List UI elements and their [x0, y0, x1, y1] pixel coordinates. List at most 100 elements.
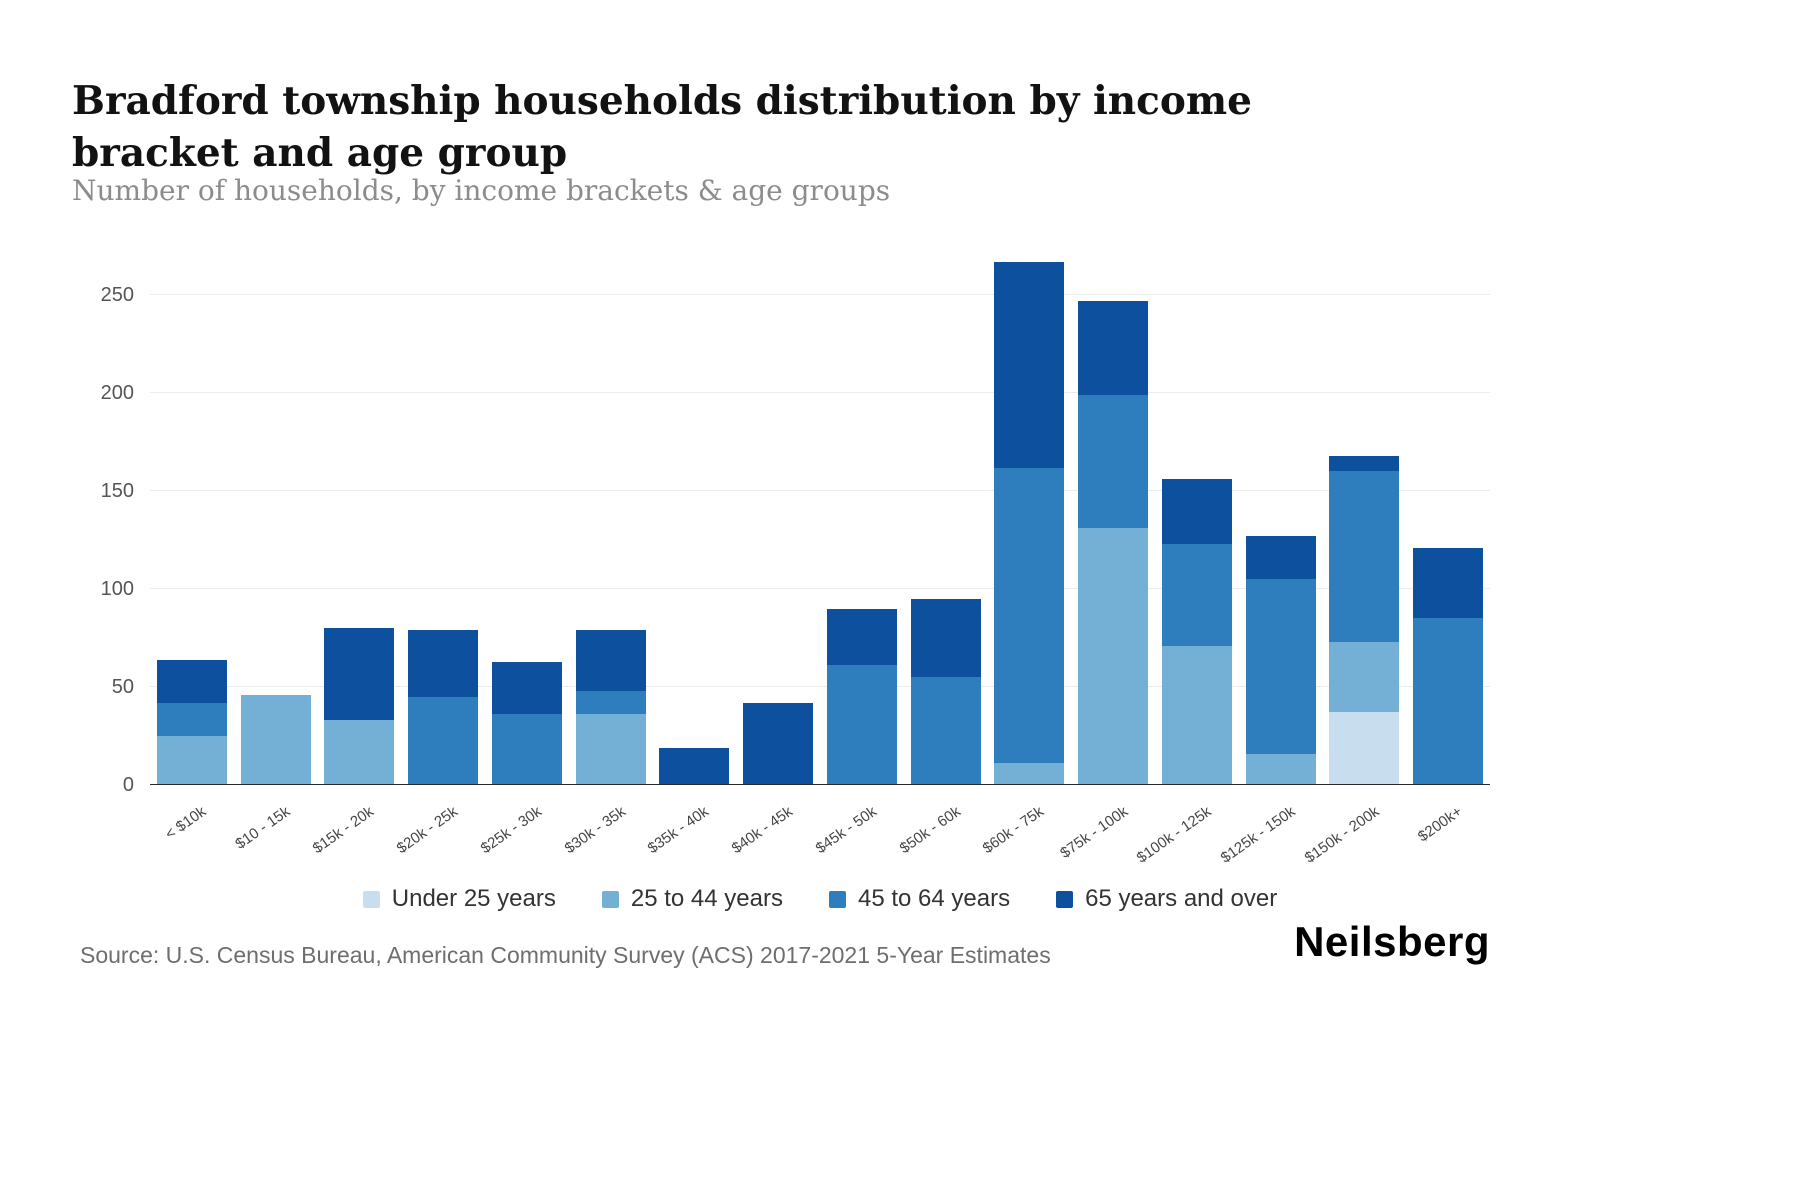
- bar-segment: [491, 661, 562, 715]
- x-tick-label: $200k+: [1415, 803, 1466, 846]
- bar: [1413, 547, 1484, 785]
- bar-segment: [240, 694, 311, 785]
- bar-segment: [1078, 528, 1149, 785]
- bar: [408, 630, 479, 785]
- legend-swatch: [828, 890, 846, 908]
- legend-label: 45 to 64 years: [857, 885, 1011, 912]
- bar: [826, 608, 897, 785]
- x-tick-label: $125k - 150k: [1217, 803, 1299, 867]
- bar-segment: [156, 702, 227, 736]
- x-tick-label: $75k - 100k: [1056, 803, 1131, 862]
- legend-label: 25 to 44 years: [630, 885, 783, 912]
- bar-segment: [408, 696, 479, 785]
- legend-item: 65 years and over: [1056, 885, 1277, 913]
- bar-segment: [910, 598, 981, 678]
- legend-swatch: [1056, 890, 1074, 908]
- bar: [1078, 300, 1149, 785]
- bar: [324, 628, 395, 785]
- brand-logo: Neilsberg: [1294, 918, 1490, 965]
- x-tick-label: $45k - 50k: [812, 803, 880, 858]
- x-axis-line: [150, 784, 1490, 785]
- bar-segment: [1329, 471, 1400, 642]
- plot-area: 0 50 100 150 200 250: [101, 261, 1490, 795]
- bar: [1245, 536, 1316, 785]
- x-tick-label: $100k - 125k: [1133, 803, 1215, 867]
- legend: Under 25 years 25 to 44 years 45 to 64 yea…: [150, 885, 1490, 913]
- y-tick-label: 100: [100, 578, 134, 600]
- bar-segment: [1245, 579, 1316, 754]
- x-tick-label: $35k - 40k: [644, 803, 713, 858]
- y-tick-label: 150: [100, 480, 134, 502]
- bar: [994, 261, 1065, 785]
- bar-segment: [1161, 479, 1232, 544]
- y-tick-label: 200: [100, 382, 134, 404]
- x-tick-label: $40k - 45k: [728, 803, 796, 858]
- chart-subtitle: Number of households, by income brackets…: [72, 174, 891, 207]
- bar-segment: [156, 659, 227, 703]
- y-tick-label: 50: [111, 676, 134, 698]
- legend-label: Under 25 years: [391, 885, 556, 912]
- bar-segment: [994, 467, 1065, 764]
- bar-segment: [1245, 753, 1316, 785]
- x-tick-label: $50k - 60k: [896, 803, 964, 858]
- x-tick-label: $150k - 200k: [1301, 803, 1383, 867]
- bar-segment: [743, 702, 814, 785]
- y-tick-label: 250: [100, 284, 134, 306]
- gridline: [150, 686, 1490, 687]
- bar-segment: [826, 665, 897, 785]
- bar-segment: [1078, 300, 1149, 395]
- page-title: Bradford township households distributio…: [72, 78, 1252, 176]
- bar-segment: [1161, 645, 1232, 785]
- bar-segment: [1078, 394, 1149, 529]
- bar-segment: [1329, 455, 1400, 472]
- x-tick-label: $25k - 30k: [477, 803, 545, 858]
- bar: [156, 659, 227, 785]
- legend-swatch: [601, 890, 619, 908]
- x-tick-label: $30k - 35k: [561, 803, 629, 858]
- bar-segment: [1413, 547, 1484, 619]
- bar: [240, 694, 311, 785]
- bar-segment: [1329, 712, 1400, 785]
- x-tick-label: $15k - 20k: [309, 803, 378, 858]
- bar: [743, 702, 814, 785]
- bar-segment: [910, 677, 981, 785]
- bar: [1161, 479, 1232, 785]
- gridline: [150, 588, 1490, 589]
- bar-segment: [1413, 618, 1484, 785]
- bar-segment: [659, 747, 730, 785]
- x-tick-label: $10 - 15k: [232, 803, 294, 853]
- bar-segment: [324, 628, 395, 721]
- bar-segment: [1161, 543, 1232, 646]
- legend-label: 65 years and over: [1085, 885, 1278, 912]
- bar-segment: [1245, 536, 1316, 580]
- gridline: [150, 490, 1490, 491]
- bar-segment: [826, 608, 897, 666]
- gridline: [150, 392, 1490, 393]
- legend-item: 25 to 44 years: [601, 885, 783, 913]
- bar-segment: [994, 763, 1065, 785]
- legend-item: Under 25 years: [362, 885, 556, 913]
- bar-segment: [156, 736, 227, 785]
- x-tick-label: < $10k: [162, 803, 210, 844]
- bar: [659, 747, 730, 785]
- legend-item: 45 to 64 years: [828, 885, 1011, 913]
- x-tick-label: $60k - 75k: [979, 803, 1048, 858]
- bar: [575, 630, 646, 785]
- bar-segment: [1329, 641, 1400, 713]
- x-tick-label: $20k - 25k: [393, 803, 461, 858]
- source-note: Source: U.S. Census Bureau, American Com…: [80, 942, 1051, 968]
- bar-segment: [575, 690, 646, 715]
- x-axis-labels: < $10k $10 - 15k $15k - 20k $20k - 25k $25k …: [150, 793, 1490, 888]
- bar-segment: [324, 720, 395, 785]
- bar: [910, 598, 981, 785]
- legend-swatch: [362, 890, 380, 908]
- bar-segment: [491, 714, 562, 785]
- gridline: [150, 294, 1490, 295]
- bar-segment: [575, 714, 646, 785]
- y-tick-label: 0: [122, 774, 134, 796]
- bar-segment: [994, 261, 1065, 468]
- bar-segment: [575, 630, 646, 691]
- bar: [491, 661, 562, 785]
- bar-segment: [408, 630, 479, 697]
- bar: [1329, 455, 1400, 785]
